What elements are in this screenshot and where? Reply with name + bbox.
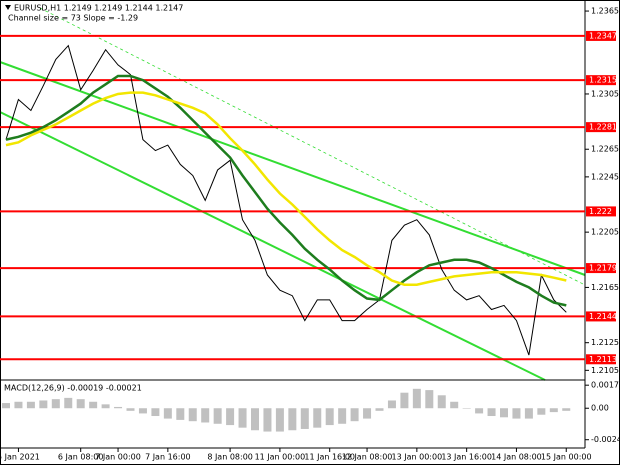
macd-bar bbox=[425, 390, 434, 409]
macd-bar bbox=[126, 408, 135, 411]
macd-bar bbox=[475, 408, 484, 414]
macd-bar bbox=[138, 408, 147, 414]
macd-bar bbox=[226, 408, 235, 426]
channel-lower bbox=[0, 111, 546, 381]
macd-bar bbox=[524, 408, 533, 419]
x-tick-label: 15 Jan 00:00 bbox=[541, 453, 592, 462]
x-tick-label: 13 Jan 16:00 bbox=[441, 453, 492, 462]
macd-bar bbox=[188, 408, 197, 422]
macd-bar bbox=[176, 408, 185, 420]
macd-bar bbox=[325, 408, 334, 426]
macd-bar bbox=[14, 401, 23, 409]
macd-bar bbox=[263, 408, 272, 432]
x-tick-label: 8 Jan 08:00 bbox=[207, 453, 253, 462]
x-tick-label: 14 Jan 08:00 bbox=[491, 453, 542, 462]
y-tick-label: 1.2365 bbox=[591, 7, 619, 16]
macd-bar bbox=[500, 408, 508, 418]
macd-bar bbox=[275, 408, 284, 432]
level-label-box bbox=[586, 206, 616, 217]
level-label-box bbox=[586, 263, 616, 274]
macd-bar bbox=[487, 408, 496, 417]
x-tick-label: 11 Jan 00:00 bbox=[255, 453, 306, 462]
macd-bar bbox=[537, 408, 546, 415]
macd-bar bbox=[151, 408, 160, 417]
macd-bar bbox=[26, 401, 35, 409]
x-tick-label: 7 Jan 16:00 bbox=[145, 453, 191, 462]
macd-bar bbox=[238, 408, 247, 428]
macd-bar bbox=[437, 395, 446, 409]
macd-title: MACD(12,26,9) -0.00019 -0.00021 bbox=[4, 384, 142, 393]
channel bbox=[0, 7, 586, 381]
level-label: 1.2315 bbox=[589, 76, 617, 85]
y-tick-label: 0.00 bbox=[591, 404, 609, 413]
x-tick-label: 5 Jan 2021 bbox=[0, 453, 40, 462]
y-tick-label: 1.2105 bbox=[591, 366, 619, 375]
channel-upper bbox=[0, 61, 586, 276]
level-label: 1.2281 bbox=[589, 123, 617, 132]
y-tick-label: 1.2125 bbox=[591, 338, 619, 347]
indicator-info: Channel size = 73 Slope = -1.29 bbox=[8, 14, 138, 23]
level-label: 1.2179 bbox=[589, 264, 617, 273]
level-label-box bbox=[586, 75, 616, 86]
macd-bar bbox=[64, 397, 73, 409]
macd-bar bbox=[163, 408, 172, 419]
macd-bar bbox=[89, 401, 98, 409]
macd-bar bbox=[213, 408, 222, 424]
level-label-box bbox=[586, 354, 616, 365]
y-tick-label: 1.2165 bbox=[591, 283, 619, 292]
macd-bar bbox=[462, 408, 471, 409]
x-tick-label: 12 Jan 08:00 bbox=[342, 453, 393, 462]
macd-bar bbox=[201, 408, 210, 423]
macd-bar bbox=[313, 408, 322, 428]
x-tick-label: 11 Jan 16:00 bbox=[304, 453, 355, 462]
moving-average bbox=[5, 74, 567, 307]
level-label: 1.2144 bbox=[589, 312, 617, 321]
level-label: 1.2113 bbox=[589, 355, 617, 364]
macd-bar bbox=[114, 406, 123, 409]
y-tick-label: 1.2245 bbox=[591, 172, 619, 181]
level-label-box bbox=[586, 311, 616, 322]
x-tick-label: 13 Jan 00:00 bbox=[392, 453, 443, 462]
macd-bar bbox=[400, 392, 409, 409]
x-tick-label: 7 Jan 00:00 bbox=[95, 453, 141, 462]
macd-bar bbox=[2, 403, 10, 409]
macd-bar bbox=[375, 408, 384, 411]
macd-bar bbox=[101, 404, 110, 409]
y-tick-label: 1.2305 bbox=[591, 89, 619, 98]
macd-bar bbox=[350, 408, 359, 422]
macd-bar bbox=[412, 388, 421, 409]
level-label: 1.2347 bbox=[589, 31, 617, 40]
macd-bar bbox=[450, 401, 459, 409]
moving-average bbox=[5, 91, 567, 286]
y-tick-label: -0.00243 bbox=[591, 435, 620, 444]
level-label-box bbox=[586, 122, 616, 133]
chart-title: EURUSD,H1 1.2149 1.2149 1.2144 1.2147 bbox=[14, 4, 183, 13]
macd-bar bbox=[562, 408, 571, 411]
macd-bar bbox=[76, 399, 85, 409]
level-label: 1.222 bbox=[589, 207, 612, 216]
y-tick-label: 1.2205 bbox=[591, 228, 619, 237]
macd-bar bbox=[51, 399, 60, 409]
y-tick-label: 1.2265 bbox=[591, 145, 619, 154]
level-label-box bbox=[586, 30, 616, 41]
title-marker bbox=[5, 5, 11, 10]
macd-bar bbox=[300, 408, 309, 429]
macd-bar bbox=[251, 408, 259, 431]
macd-bar bbox=[39, 400, 48, 409]
macd-bar bbox=[338, 408, 347, 424]
macd-bar bbox=[512, 408, 521, 419]
price-line bbox=[5, 44, 567, 356]
x-tick-label: 6 Jan 08:00 bbox=[58, 453, 104, 462]
macd-bar bbox=[387, 400, 396, 409]
macd-bar bbox=[363, 408, 372, 419]
macd-bar bbox=[549, 408, 558, 413]
y-tick-label: 0.00178 bbox=[591, 381, 620, 390]
macd-bar bbox=[288, 408, 297, 431]
